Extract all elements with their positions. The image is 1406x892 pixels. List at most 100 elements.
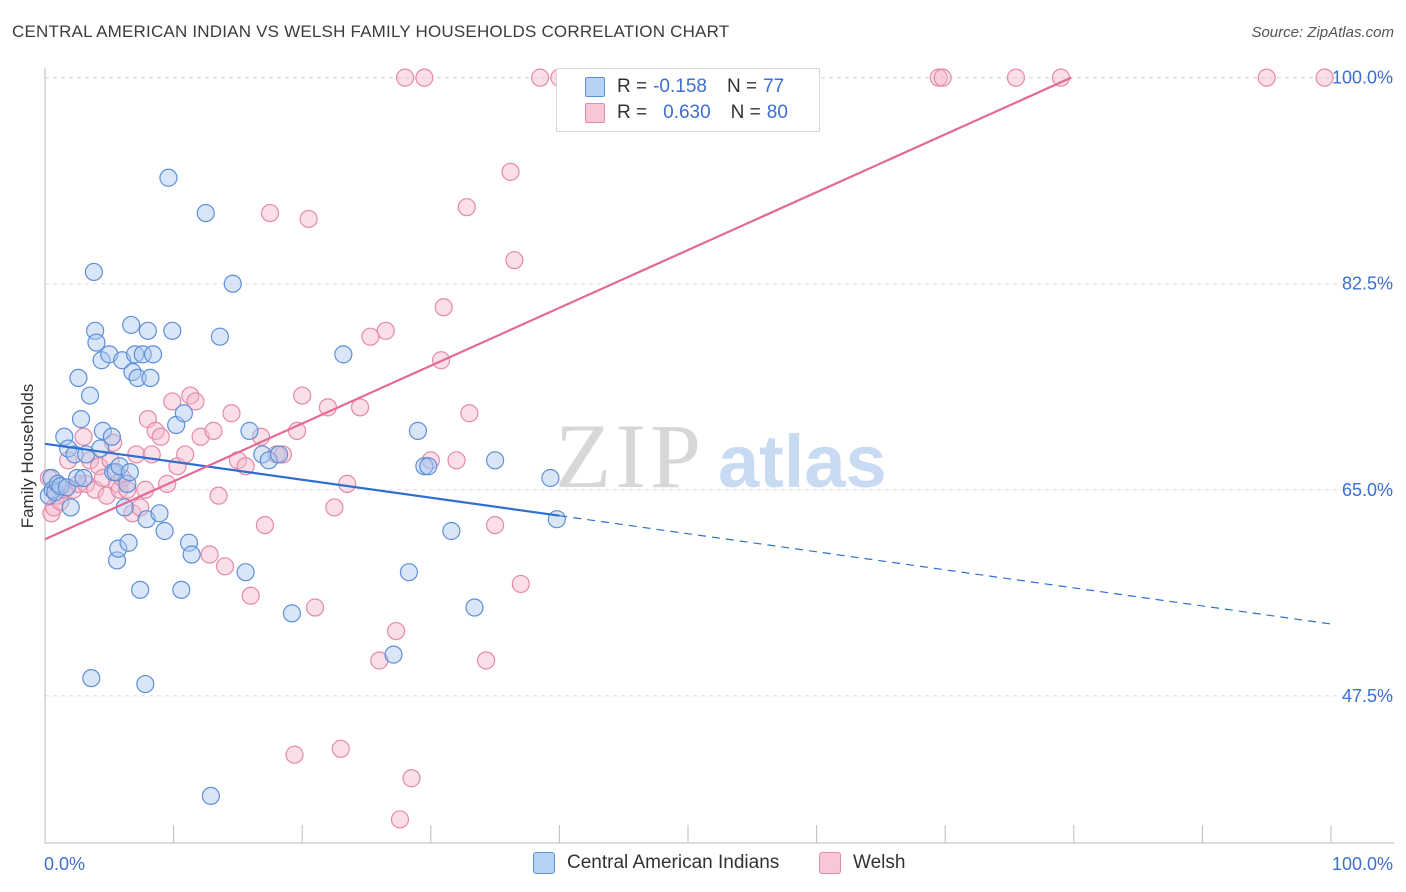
welsh-point xyxy=(131,498,150,517)
welsh-point xyxy=(447,451,466,470)
legend-n-value-blue: 77 xyxy=(763,76,785,97)
legend-r-label: R = xyxy=(617,102,648,123)
welsh-point xyxy=(390,810,410,829)
central-american-indian-point xyxy=(236,563,255,582)
central-american-indian-point xyxy=(128,368,147,388)
central-american-indian-point xyxy=(384,645,403,664)
tick-labels: 47.5% 65.0% 82.5% 100.0% 0.0% 100.0% xyxy=(44,68,1393,874)
y-tick-label: 65.0% xyxy=(1342,480,1393,500)
central-american-indian-point xyxy=(84,262,103,282)
welsh-point xyxy=(505,251,524,270)
central-american-indian-point xyxy=(93,421,112,440)
welsh-point xyxy=(1315,68,1334,87)
legend-item-welsh[interactable]: Welsh xyxy=(819,852,905,874)
y-tick-label: 82.5% xyxy=(1342,274,1393,294)
central-american-indian-point xyxy=(201,786,220,806)
trend-lines xyxy=(44,76,1332,625)
central-american-indian-point xyxy=(196,203,215,223)
welsh-point xyxy=(163,392,182,411)
welsh-point xyxy=(350,398,370,417)
central-american-indian-point xyxy=(150,504,169,523)
central-american-indian-point xyxy=(119,533,138,552)
legend-swatch-pink xyxy=(585,103,605,123)
trend-line-central-american-indians xyxy=(44,442,560,517)
legend-n-label: N = xyxy=(726,76,758,97)
central-american-indian-point xyxy=(486,451,505,470)
central-american-indian-point xyxy=(159,168,178,187)
welsh-point xyxy=(299,209,318,229)
source-note: Source: ZipAtlas.com xyxy=(1251,24,1394,41)
welsh-point xyxy=(511,574,530,594)
central-american-indian-point xyxy=(133,345,152,364)
welsh-point xyxy=(127,445,146,464)
welsh-point xyxy=(415,68,434,87)
central-american-indian-point xyxy=(282,604,302,623)
central-american-indian-point xyxy=(68,468,87,488)
welsh-point xyxy=(395,68,415,87)
central-american-indian-point xyxy=(174,404,193,423)
welsh-point xyxy=(204,421,223,440)
welsh-point xyxy=(460,404,479,423)
central-american-indian-point xyxy=(122,315,141,335)
central-american-indian-point xyxy=(223,274,242,293)
welsh-point xyxy=(325,498,344,517)
welsh-point xyxy=(434,298,453,317)
central-american-indian-point xyxy=(143,345,163,364)
central-american-indian-point xyxy=(102,427,121,446)
central-american-indian-point xyxy=(240,421,259,440)
central-american-indian-point xyxy=(136,674,155,694)
welsh-point xyxy=(457,198,476,217)
central-american-indian-point xyxy=(141,368,160,388)
central-american-indian-point xyxy=(138,321,157,340)
watermark: ZIP atlas xyxy=(555,405,887,507)
welsh-point xyxy=(376,321,395,340)
central-american-indian-point xyxy=(109,539,128,558)
central-american-indian-point xyxy=(210,327,229,346)
central-american-indian-points xyxy=(39,168,566,806)
welsh-point xyxy=(1257,68,1276,87)
watermark-zip: ZIP xyxy=(555,405,705,507)
central-american-indian-point xyxy=(259,451,278,470)
x-tick-label-max: 100.0% xyxy=(1332,854,1393,874)
central-american-indian-point xyxy=(118,474,137,493)
central-american-indian-point xyxy=(179,533,199,552)
central-american-indian-point xyxy=(182,545,201,564)
legend-item-central-american-indians[interactable]: Central American Indians xyxy=(533,852,779,874)
x-tick-label-min: 0.0% xyxy=(44,854,85,874)
welsh-point xyxy=(151,427,170,446)
central-american-indian-point xyxy=(71,410,91,429)
central-american-indian-point xyxy=(172,580,191,599)
central-american-indian-point xyxy=(442,521,461,541)
welsh-point xyxy=(181,386,200,405)
central-american-indian-point xyxy=(120,463,139,482)
welsh-point xyxy=(200,545,219,564)
legend-n-label: N = xyxy=(730,102,761,123)
legend-swatch-pink xyxy=(819,852,841,874)
legend-n-value-pink: 80 xyxy=(766,102,788,123)
trend-line-extension-central-american-indians xyxy=(559,515,1332,625)
welsh-point xyxy=(146,421,165,440)
legend-swatch-blue xyxy=(585,77,605,97)
welsh-point xyxy=(118,480,137,499)
welsh-point xyxy=(176,445,195,464)
y-axis-label: Family Households xyxy=(18,383,37,529)
legend-r-value-blue: -0.158 xyxy=(653,76,707,97)
y-tick-label: 47.5% xyxy=(1342,686,1393,706)
welsh-point xyxy=(531,68,550,87)
welsh-point xyxy=(101,451,120,470)
central-american-indian-point xyxy=(125,345,145,364)
welsh-point xyxy=(305,598,325,617)
central-american-indian-point xyxy=(269,445,289,464)
central-american-indian-point xyxy=(131,580,150,599)
welsh-point xyxy=(338,474,357,493)
central-american-indian-point xyxy=(163,321,182,340)
legend-r-label: R = xyxy=(617,76,648,97)
central-american-indian-point xyxy=(547,510,566,529)
welsh-point xyxy=(331,739,350,758)
welsh-point xyxy=(929,68,948,87)
chart-title: CENTRAL AMERICAN INDIAN VS WELSH FAMILY … xyxy=(12,22,730,41)
central-american-indian-point xyxy=(69,368,88,388)
welsh-point xyxy=(255,515,275,535)
central-american-indian-point xyxy=(123,362,142,382)
welsh-point xyxy=(1051,68,1071,87)
